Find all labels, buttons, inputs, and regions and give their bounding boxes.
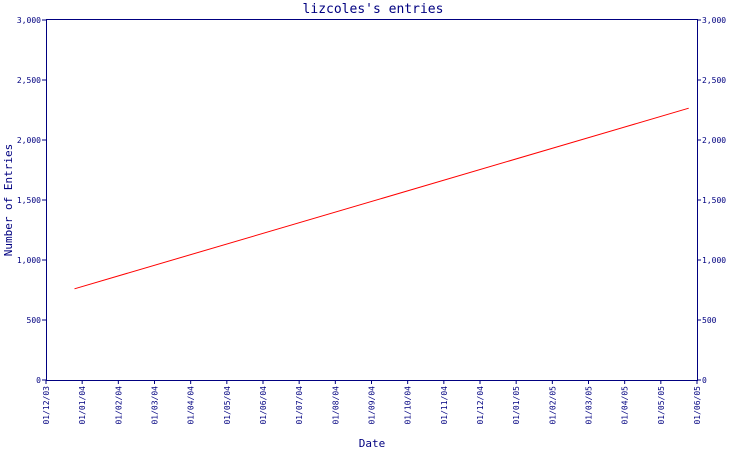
y-tick-label-left: 2,000 xyxy=(17,136,41,145)
y-tick-label-left: 1,500 xyxy=(17,196,41,205)
series-group xyxy=(74,107,689,290)
x-tick-label: 01/01/05 xyxy=(512,386,521,425)
x-tick-label: 01/04/05 xyxy=(621,386,630,425)
y-tick-label-right: 500 xyxy=(702,316,717,325)
chart-title: lizcoles's entries xyxy=(303,2,444,17)
y-tick-label-left: 2,500 xyxy=(17,76,41,85)
series-line xyxy=(74,107,689,290)
y-tick-label-right: 0 xyxy=(702,376,707,385)
plot-area-frame xyxy=(46,19,698,381)
y-tick-label-left: 500 xyxy=(27,316,42,325)
x-tick-label: 01/03/04 xyxy=(151,386,160,425)
x-tick-label: 01/02/04 xyxy=(114,386,123,425)
x-tick-label: 01/12/04 xyxy=(476,386,485,425)
x-tick-label: 01/08/04 xyxy=(331,386,340,425)
x-tick-label: 01/06/04 xyxy=(259,386,268,425)
x-axis-label: Date xyxy=(359,437,386,450)
x-tick-label: 01/06/05 xyxy=(693,386,702,425)
x-tick-label: 01/11/04 xyxy=(440,386,449,425)
y-tick-label-right: 3,000 xyxy=(702,16,726,25)
x-tick-label: 01/05/04 xyxy=(223,386,232,425)
x-tick-label: 01/12/03 xyxy=(42,386,51,425)
x-tick-label: 01/01/04 xyxy=(78,386,87,425)
y-tick-label-right: 1,000 xyxy=(702,256,726,265)
x-tick-label: 01/02/05 xyxy=(548,386,557,425)
x-tick-label: 01/10/04 xyxy=(404,386,413,425)
x-axis-ticks: 01/12/03 01/01/04 01/02/04 01/03/04 01/04/04… xyxy=(42,380,702,425)
y-tick-label-right: 2,500 xyxy=(702,76,726,85)
y-tick-label-left: 1,000 xyxy=(17,256,41,265)
x-tick-label: 01/07/04 xyxy=(295,386,304,425)
x-tick-label: 01/03/05 xyxy=(585,386,594,425)
x-tick-label: 01/09/04 xyxy=(368,386,377,425)
y-tick-label-right: 1,500 xyxy=(702,196,726,205)
y-tick-label-left: 0 xyxy=(36,376,41,385)
x-tick-label: 01/04/04 xyxy=(187,386,196,425)
y-tick-label-left: 3,000 xyxy=(17,16,41,25)
y-axis-ticks: 0 0 500 500 1,000 1,000 1,500 1,500 2,000 2,000 2,… xyxy=(17,16,726,385)
y-tick-label-right: 2,000 xyxy=(702,136,726,145)
x-tick-label: 01/05/05 xyxy=(657,386,666,425)
y-axis-label: Number of Entries xyxy=(2,144,15,257)
